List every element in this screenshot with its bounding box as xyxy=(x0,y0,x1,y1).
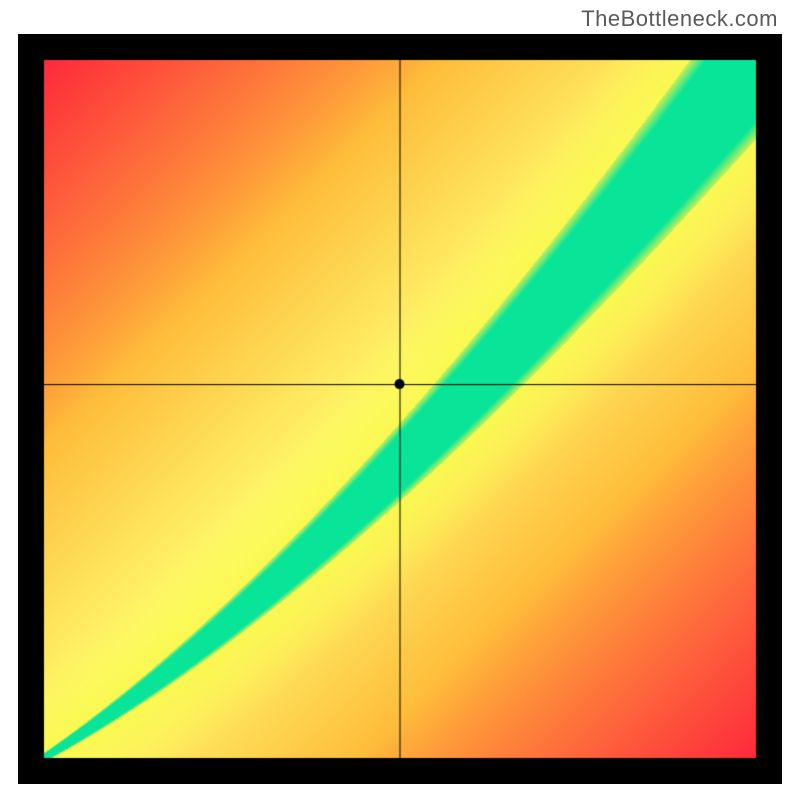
heatmap-canvas xyxy=(18,34,782,784)
chart-container: TheBottleneck.com xyxy=(0,0,800,800)
heatmap-plot xyxy=(18,34,782,784)
attribution-text: TheBottleneck.com xyxy=(581,6,778,32)
